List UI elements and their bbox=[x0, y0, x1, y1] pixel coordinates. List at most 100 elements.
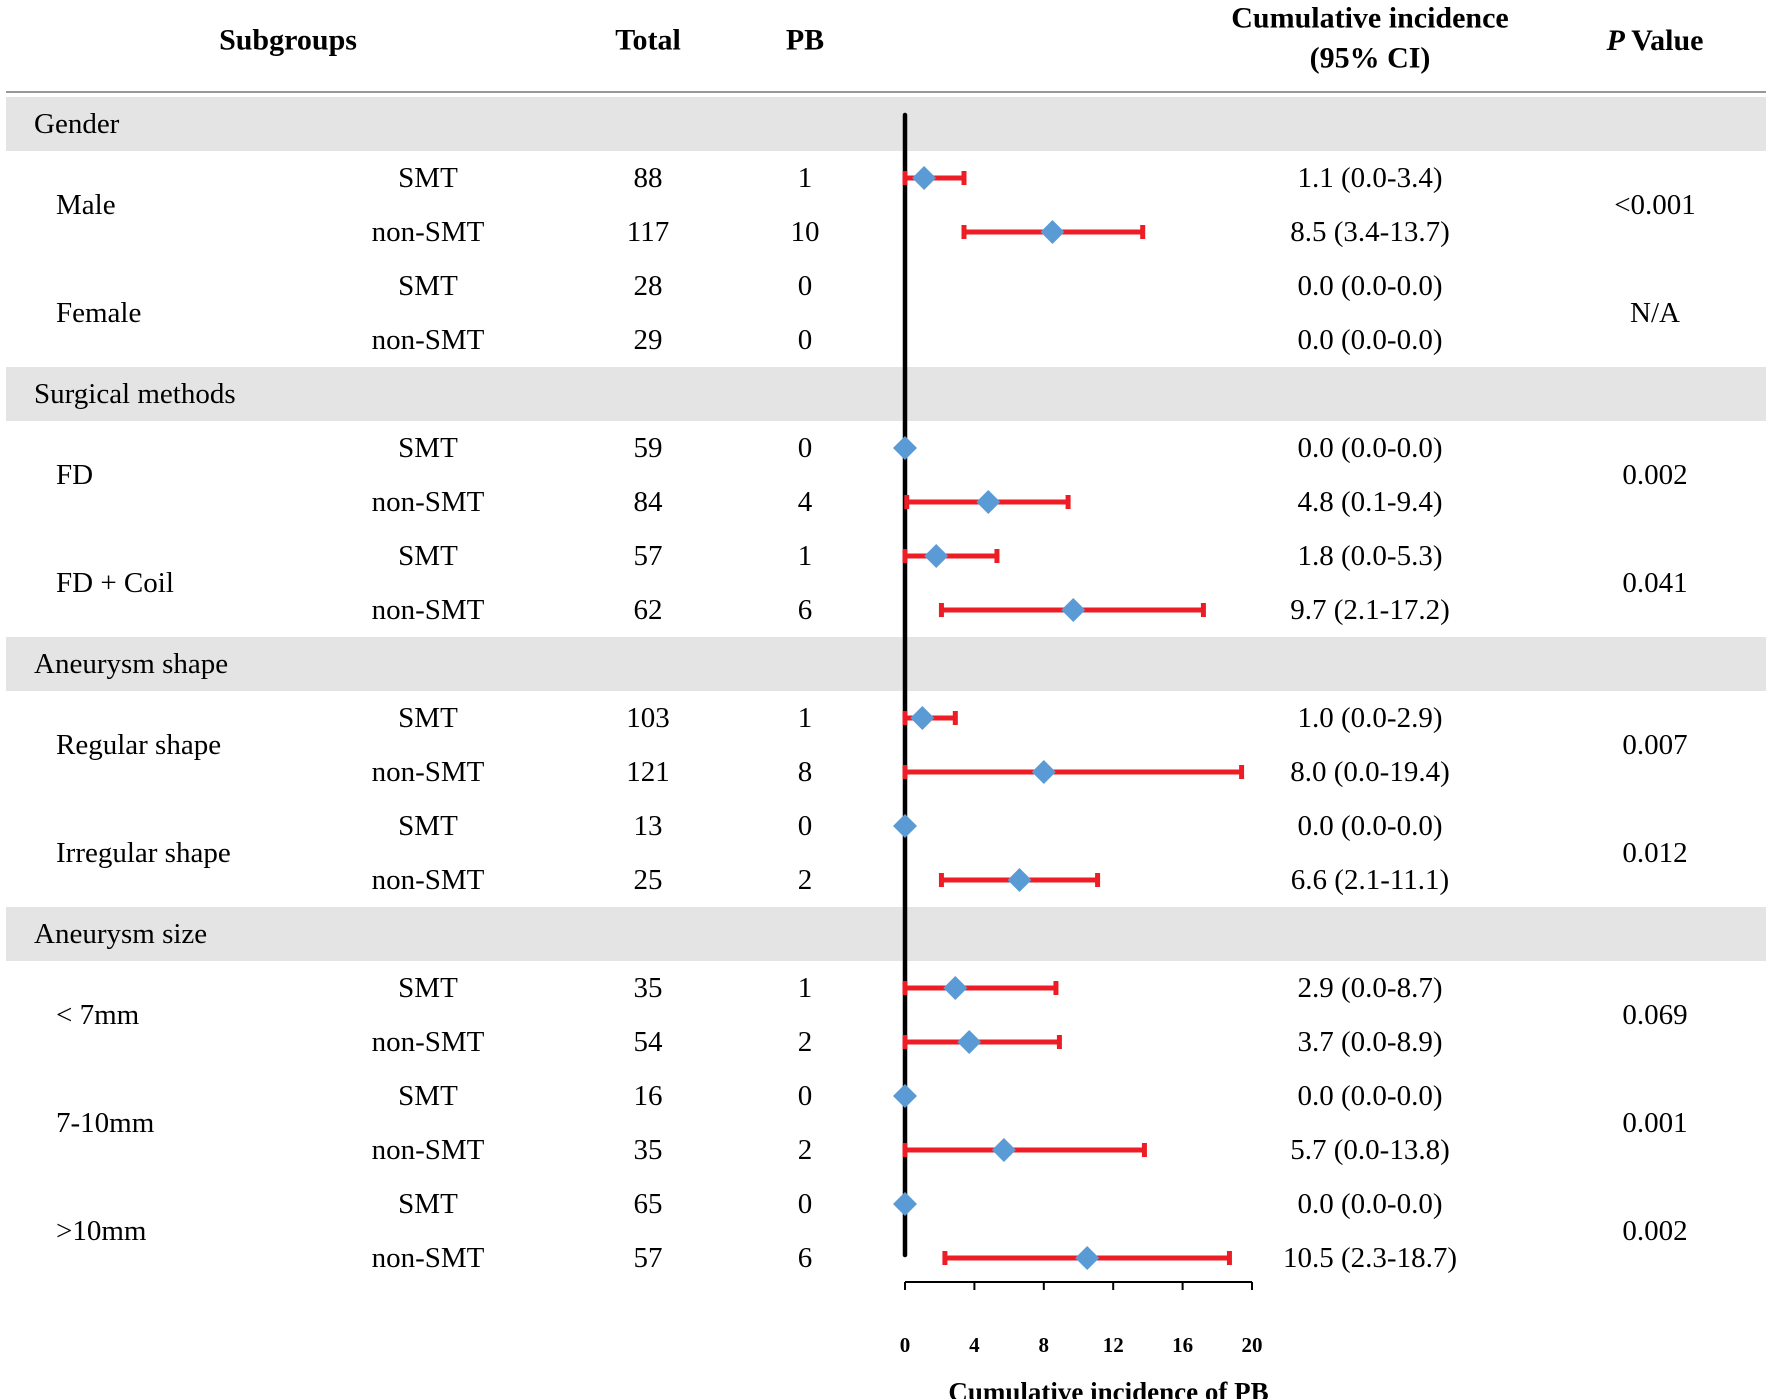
p-value: 0.002 bbox=[1622, 1215, 1687, 1247]
pb-value: 6 bbox=[798, 1242, 813, 1274]
header-p-value: P Value bbox=[1606, 24, 1704, 57]
point-estimate-marker bbox=[893, 1192, 917, 1216]
ci-text: 8.5 (3.4-13.7) bbox=[1290, 216, 1449, 248]
category-band bbox=[6, 907, 1766, 961]
point-estimate-marker bbox=[893, 814, 917, 838]
p-value: 0.069 bbox=[1622, 999, 1687, 1031]
x-axis-label: Cumulative incidence of PB bbox=[948, 1377, 1268, 1399]
pb-value: 1 bbox=[798, 540, 813, 572]
point-estimate-marker bbox=[976, 490, 1001, 514]
pb-value: 0 bbox=[798, 1188, 813, 1220]
point-estimate-marker bbox=[893, 436, 917, 460]
arm-label: non-SMT bbox=[372, 216, 485, 248]
total-value: 54 bbox=[634, 1026, 664, 1058]
arm-label: non-SMT bbox=[372, 486, 485, 518]
subgroup-label: Female bbox=[56, 297, 141, 329]
arm-label: SMT bbox=[398, 810, 458, 842]
arm-label: non-SMT bbox=[372, 594, 485, 626]
total-value: 88 bbox=[634, 162, 663, 194]
ci-text: 8.0 (0.0-19.4) bbox=[1290, 756, 1449, 788]
category-label: Gender bbox=[34, 108, 120, 140]
point-estimate-marker bbox=[1040, 220, 1065, 244]
ci-text: 0.0 (0.0-0.0) bbox=[1298, 810, 1443, 842]
pb-value: 4 bbox=[798, 486, 813, 518]
arm-label: SMT bbox=[398, 162, 458, 194]
pb-value: 2 bbox=[798, 1026, 813, 1058]
header-pb: PB bbox=[786, 24, 824, 57]
subgroup-label: 7-10mm bbox=[56, 1107, 155, 1139]
p-value: 0.001 bbox=[1622, 1107, 1687, 1139]
p-value: 0.002 bbox=[1622, 459, 1687, 491]
x-tick-label: 4 bbox=[969, 1333, 980, 1357]
ci-text: 0.0 (0.0-0.0) bbox=[1298, 1188, 1443, 1220]
point-estimate-marker bbox=[912, 166, 937, 190]
x-tick-label: 12 bbox=[1103, 1333, 1124, 1357]
category-label: Aneurysm size bbox=[34, 918, 207, 950]
subgroup-label: Regular shape bbox=[56, 729, 221, 761]
arm-label: SMT bbox=[398, 1188, 458, 1220]
total-value: 13 bbox=[634, 810, 663, 842]
pb-value: 1 bbox=[798, 702, 813, 734]
pb-value: 0 bbox=[798, 324, 813, 356]
total-value: 28 bbox=[634, 270, 663, 302]
ci-text: 10.5 (2.3-18.7) bbox=[1283, 1242, 1457, 1274]
p-value: 0.007 bbox=[1622, 729, 1687, 761]
total-value: 117 bbox=[627, 216, 669, 248]
total-value: 57 bbox=[634, 1242, 663, 1274]
pb-value: 0 bbox=[798, 270, 813, 302]
point-estimate-marker bbox=[893, 1084, 917, 1108]
total-value: 57 bbox=[634, 540, 663, 572]
ci-text: 0.0 (0.0-0.0) bbox=[1298, 1080, 1443, 1112]
p-value: N/A bbox=[1630, 297, 1680, 329]
arm-label: non-SMT bbox=[372, 1134, 485, 1166]
arm-label: non-SMT bbox=[372, 864, 485, 896]
x-tick-label: 20 bbox=[1242, 1333, 1263, 1357]
pb-value: 2 bbox=[798, 864, 813, 896]
arm-label: SMT bbox=[398, 1080, 458, 1112]
pb-value: 8 bbox=[798, 756, 813, 788]
arm-label: SMT bbox=[398, 432, 458, 464]
pb-value: 0 bbox=[798, 810, 813, 842]
total-value: 35 bbox=[634, 972, 663, 1004]
category-band bbox=[6, 637, 1766, 691]
category-label: Surgical methods bbox=[34, 378, 236, 410]
subgroup-label: Irregular shape bbox=[56, 837, 231, 869]
p-value: <0.001 bbox=[1614, 189, 1696, 221]
ci-text: 3.7 (0.0-8.9) bbox=[1298, 1026, 1443, 1058]
subgroup-label: Male bbox=[56, 189, 116, 221]
point-estimate-marker bbox=[957, 1030, 982, 1054]
point-estimate-marker bbox=[924, 544, 949, 568]
category-band bbox=[6, 97, 1766, 151]
ci-text: 1.1 (0.0-3.4) bbox=[1298, 162, 1443, 194]
arm-label: non-SMT bbox=[372, 1026, 485, 1058]
point-estimate-marker bbox=[943, 976, 968, 1000]
ci-text: 5.7 (0.0-13.8) bbox=[1290, 1134, 1449, 1166]
total-value: 121 bbox=[626, 756, 670, 788]
point-estimate-marker bbox=[910, 706, 935, 730]
header-ci-line1: Cumulative incidence bbox=[1231, 2, 1509, 35]
ci-text: 1.8 (0.0-5.3) bbox=[1298, 540, 1443, 572]
arm-label: non-SMT bbox=[372, 756, 485, 788]
category-label: Aneurysm shape bbox=[34, 648, 228, 680]
pb-value: 1 bbox=[798, 162, 813, 194]
pb-value: 0 bbox=[798, 1080, 813, 1112]
p-value: 0.041 bbox=[1622, 567, 1687, 599]
category-band bbox=[6, 367, 1766, 421]
x-tick-label: 16 bbox=[1172, 1333, 1193, 1357]
arm-label: SMT bbox=[398, 540, 458, 572]
ci-text: 0.0 (0.0-0.0) bbox=[1298, 432, 1443, 464]
total-value: 59 bbox=[634, 432, 663, 464]
arm-label: non-SMT bbox=[372, 1242, 485, 1274]
total-value: 84 bbox=[634, 486, 664, 518]
subgroup-label: >10mm bbox=[56, 1215, 147, 1247]
header-subgroups: Subgroups bbox=[219, 24, 357, 57]
total-value: 62 bbox=[634, 594, 663, 626]
ci-text: 9.7 (2.1-17.2) bbox=[1290, 594, 1449, 626]
point-estimate-marker bbox=[1007, 868, 1032, 892]
ci-text: 6.6 (2.1-11.1) bbox=[1291, 864, 1449, 896]
total-value: 25 bbox=[634, 864, 663, 896]
pb-value: 10 bbox=[791, 216, 820, 248]
total-value: 16 bbox=[634, 1080, 663, 1112]
pb-value: 2 bbox=[798, 1134, 813, 1166]
